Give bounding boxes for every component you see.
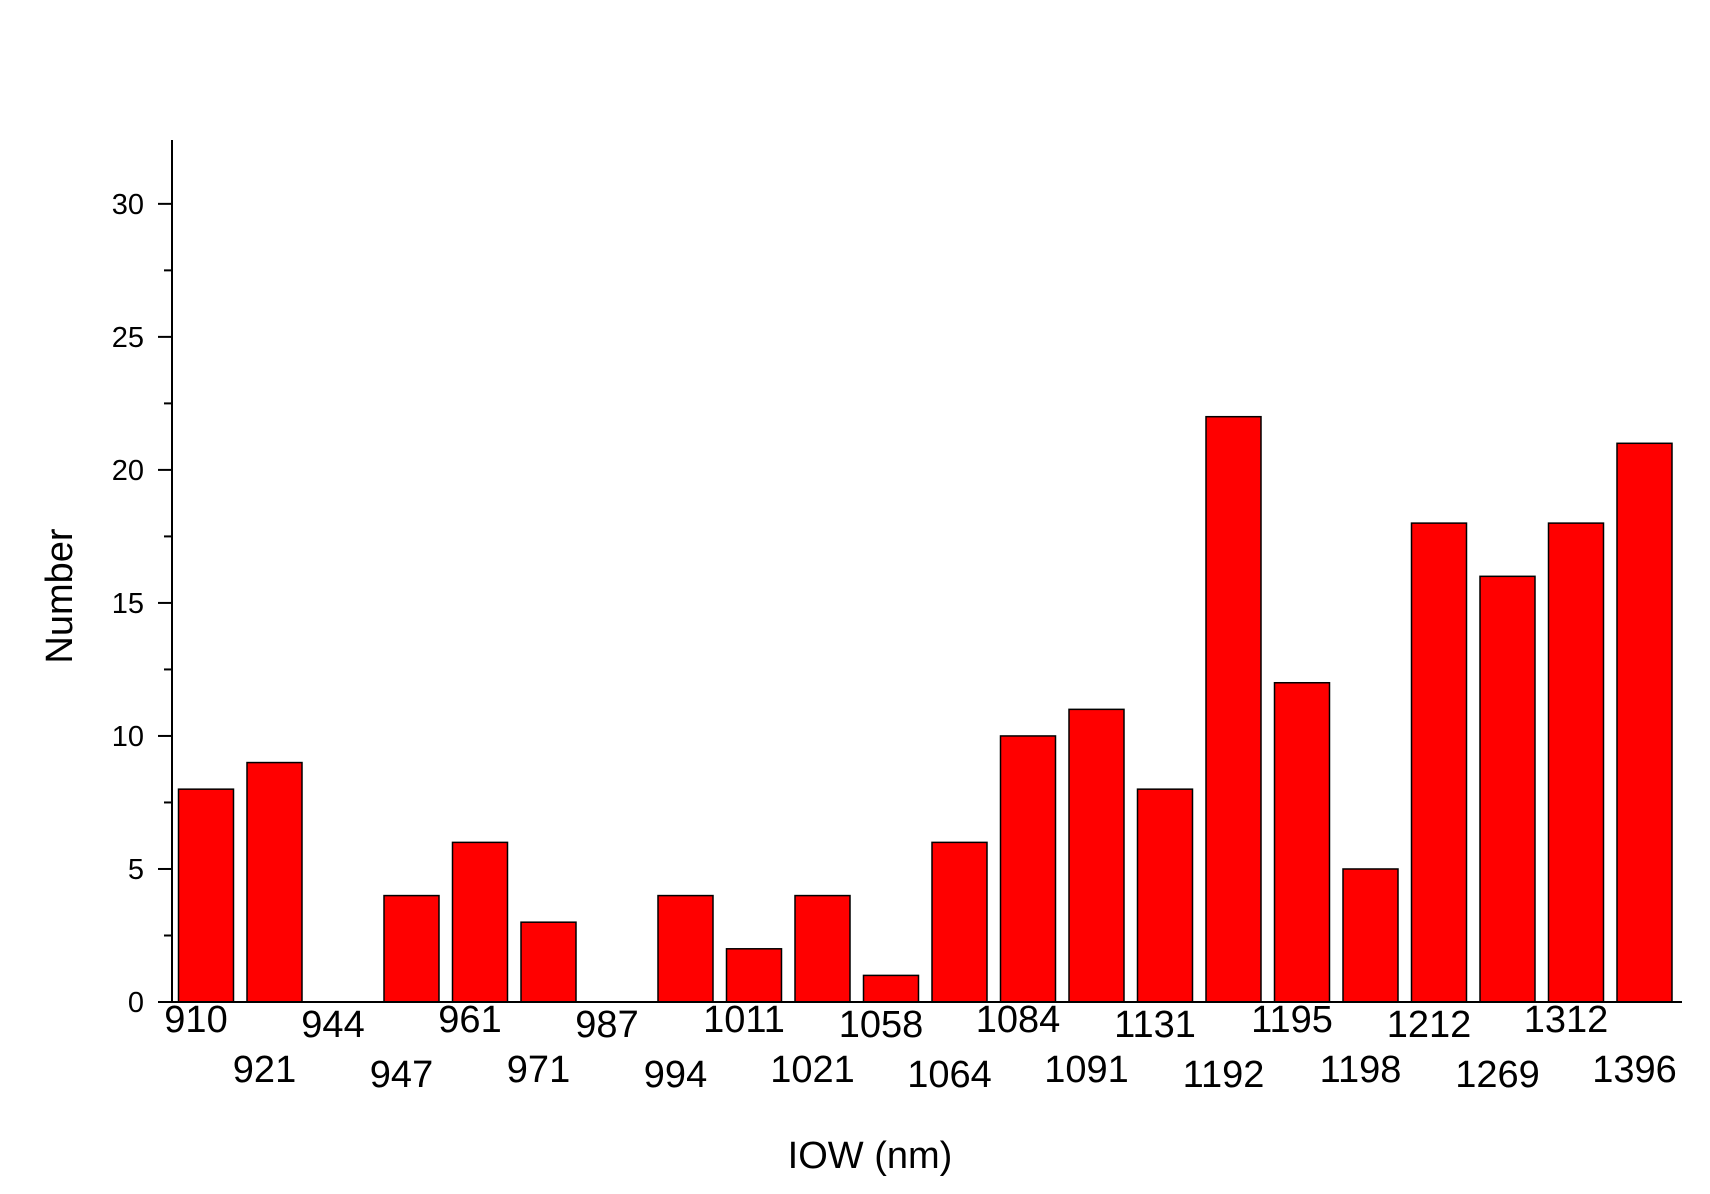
bar-1011 [725, 948, 783, 1003]
bar-947 [383, 894, 440, 1003]
y-tick-label: 5 [128, 854, 144, 886]
x-tick-label-947: 947 [370, 1054, 433, 1096]
bar-1396 [1616, 442, 1673, 1003]
x-tick-label-1195: 1195 [1251, 999, 1333, 1041]
bar-1269 [1479, 575, 1536, 1003]
y-tick-label: 25 [112, 322, 144, 354]
y-axis-ticks: 0 5 10 15 20 25 30 [112, 189, 172, 1019]
x-tick-label-1011: 1011 [703, 999, 785, 1041]
bar-1195 [1273, 681, 1331, 1003]
bars-group [177, 415, 1673, 1003]
bar-961 [451, 841, 509, 1003]
y-tick-label: 20 [112, 455, 144, 487]
x-tick-label-1084: 1084 [976, 999, 1061, 1041]
x-axis-title: IOW (nm) [788, 1135, 953, 1177]
x-tick-label-987: 987 [575, 1004, 638, 1046]
y-tick-label: 15 [112, 588, 144, 620]
y-tick-label: 30 [112, 189, 144, 221]
bar-910 [177, 788, 235, 1003]
bar-1091 [1068, 708, 1125, 1003]
bar-921 [246, 761, 303, 1003]
bar-1312 [1547, 522, 1605, 1003]
x-tick-label-971: 971 [507, 1049, 570, 1091]
y-tick-label: 10 [112, 721, 144, 753]
x-tick-label-1198: 1198 [1320, 1049, 1402, 1091]
x-tick-label-1312: 1312 [1524, 999, 1609, 1041]
x-tick-label-1396: 1396 [1592, 1049, 1677, 1091]
x-tick-label-994: 994 [644, 1054, 707, 1096]
x-tick-label-1064: 1064 [907, 1054, 992, 1096]
x-tick-label-1212: 1212 [1387, 1004, 1472, 1046]
bar-1131 [1136, 788, 1194, 1003]
x-tick-label-1192: 1192 [1183, 1054, 1265, 1096]
bar-994 [657, 894, 714, 1003]
x-tick-label-1131: 1131 [1114, 1004, 1196, 1046]
bar-1192 [1205, 415, 1262, 1003]
bar-1064 [931, 841, 988, 1003]
bar-1021 [794, 894, 851, 1003]
x-tick-label-1091: 1091 [1044, 1049, 1129, 1091]
x-tick-label-961: 961 [438, 999, 501, 1041]
x-tick-label-944: 944 [301, 1004, 364, 1046]
bar-971 [520, 921, 577, 1003]
x-tick-label-1269: 1269 [1455, 1054, 1540, 1096]
x-tick-label-1058: 1058 [839, 1004, 924, 1046]
x-tick-label-921: 921 [233, 1049, 296, 1091]
y-axis-title: Number [39, 528, 81, 663]
bar-1084 [999, 735, 1057, 1003]
x-tick-label-910: 910 [164, 999, 227, 1041]
bar-1198 [1342, 868, 1399, 1003]
bar-1212 [1410, 522, 1468, 1003]
bar-1058 [862, 974, 920, 1003]
x-tick-label-1021: 1021 [770, 1049, 855, 1091]
y-tick-label: 0 [128, 987, 144, 1019]
